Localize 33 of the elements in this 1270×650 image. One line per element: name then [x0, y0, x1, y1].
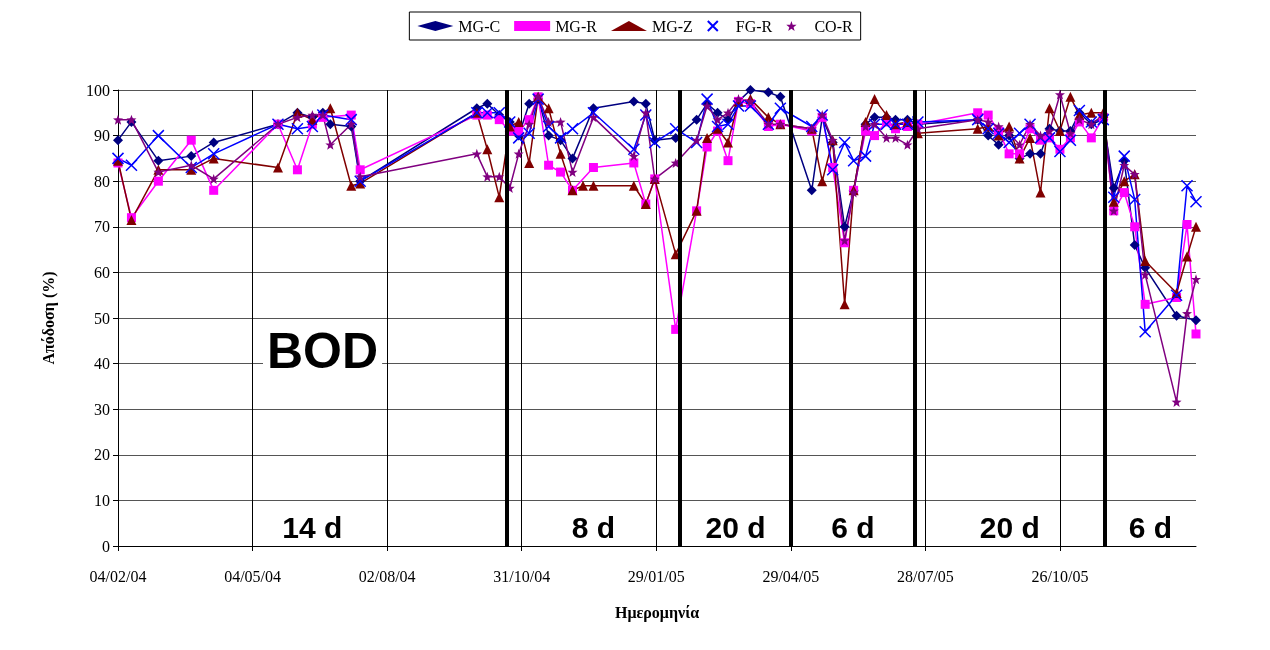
- y-tick-label: 60: [94, 263, 110, 281]
- y-tick-label: 30: [94, 400, 110, 418]
- y-tick-label: 50: [94, 309, 110, 327]
- annotation: 20 d: [979, 510, 1040, 544]
- y-tick-label: 10: [94, 491, 110, 509]
- legend-label: CO-R: [814, 17, 853, 35]
- y-tick-label: 100: [86, 81, 110, 99]
- annotation: 14 d: [282, 510, 343, 544]
- annotation: 6 d: [831, 510, 875, 544]
- x-axis-title: Ημερομηνία: [614, 603, 700, 622]
- text: BOD: [267, 323, 379, 379]
- y-tick-label: 80: [94, 172, 110, 190]
- y-tick-label: 0: [102, 537, 110, 555]
- x-tick-label: 28/07/05: [896, 567, 954, 585]
- legend-label: FG-R: [735, 17, 773, 35]
- legend-label: MG-C: [458, 17, 501, 35]
- annotation: 20 d: [705, 510, 766, 544]
- y-tick-label: 90: [94, 127, 110, 145]
- y-tick-label: 20: [94, 446, 110, 464]
- legend-label: MG-Z: [651, 17, 693, 35]
- x-tick-label: 02/08/04: [358, 567, 416, 585]
- legend-label: MG-R: [555, 17, 598, 35]
- annotation: 6 d: [1128, 510, 1173, 544]
- x-tick-label: 26/10/05: [1031, 567, 1089, 585]
- x-tick-label: 04/02/04: [89, 567, 147, 585]
- y-axis-title: Απόδοση (%): [39, 271, 58, 365]
- x-tick-label: 04/05/04: [224, 567, 282, 585]
- annotation: 8 d: [571, 510, 616, 544]
- y-tick-label: 40: [94, 355, 110, 373]
- x-tick-label: 29/01/05: [627, 567, 685, 585]
- x-tick-label: 31/10/04: [493, 567, 551, 585]
- x-tick-label: 29/04/05: [762, 567, 820, 585]
- y-tick-label: 70: [94, 218, 110, 236]
